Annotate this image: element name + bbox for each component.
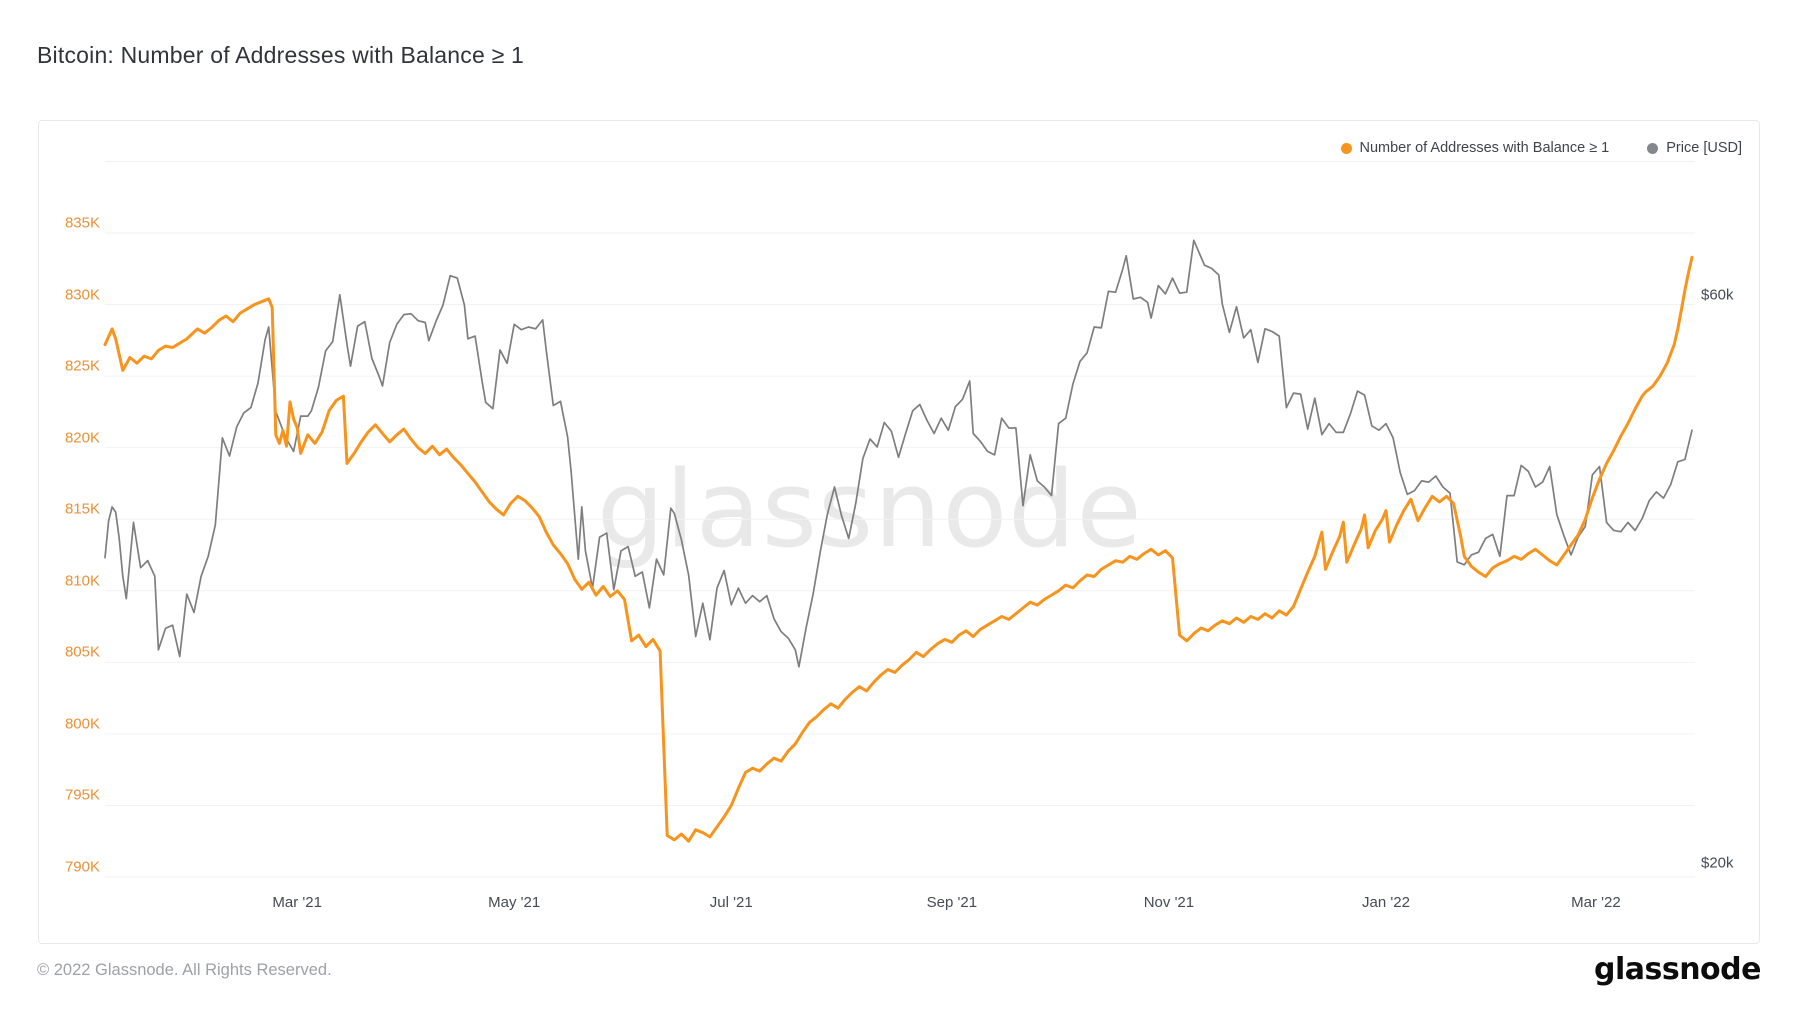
chart-legend: Number of Addresses with Balance ≥ 1 Pri…: [1340, 140, 1742, 156]
y-left-tick-label: 810K: [64, 572, 100, 590]
y-right-tick-label: $60k: [1701, 286, 1734, 304]
legend-label-addresses: Number of Addresses with Balance ≥ 1: [1359, 140, 1610, 156]
addresses-series-dot-icon: [1340, 142, 1352, 154]
page-title: Bitcoin: Number of Addresses with Balanc…: [37, 42, 524, 68]
x-tick-label: Sep '21: [926, 894, 978, 911]
copyright-text: © 2022 Glassnode. All Rights Reserved.: [37, 961, 332, 979]
y-right-tick-label: $20k: [1701, 854, 1734, 872]
legend-item-addresses[interactable]: Number of Addresses with Balance ≥ 1: [1340, 140, 1610, 156]
addresses-line[interactable]: [103, 255, 1694, 843]
y-left-tick-label: 815K: [64, 500, 100, 518]
price-series-dot-icon: [1647, 142, 1659, 154]
legend-label-price: Price [USD]: [1666, 140, 1742, 156]
x-tick-label: Jul '21: [709, 894, 753, 911]
x-tick-label: May '21: [488, 894, 541, 911]
y-left-tick-label: 830K: [64, 286, 100, 304]
y-left-tick-label: 795K: [64, 786, 100, 804]
chart-card: [38, 120, 1760, 944]
x-tick-label: Nov '21: [1143, 894, 1195, 911]
x-tick-label: Jan '22: [1362, 894, 1410, 911]
y-left-tick-label: 805K: [64, 643, 100, 661]
y-left-tick-label: 820K: [64, 429, 100, 447]
y-left-tick-label: 800K: [64, 715, 100, 733]
y-left-tick-label: 825K: [64, 357, 100, 375]
x-tick-label: Mar '21: [272, 894, 322, 911]
y-left-tick-label: 790K: [64, 858, 100, 876]
glassnode-watermark: glassnode: [597, 448, 1143, 571]
glassnode-logo: glassnode: [1593, 952, 1762, 987]
y-left-tick-label: 835K: [64, 214, 100, 232]
price-line[interactable]: [104, 239, 1693, 668]
legend-item-price[interactable]: Price [USD]: [1647, 140, 1742, 156]
x-tick-label: Mar '22: [1571, 894, 1621, 911]
